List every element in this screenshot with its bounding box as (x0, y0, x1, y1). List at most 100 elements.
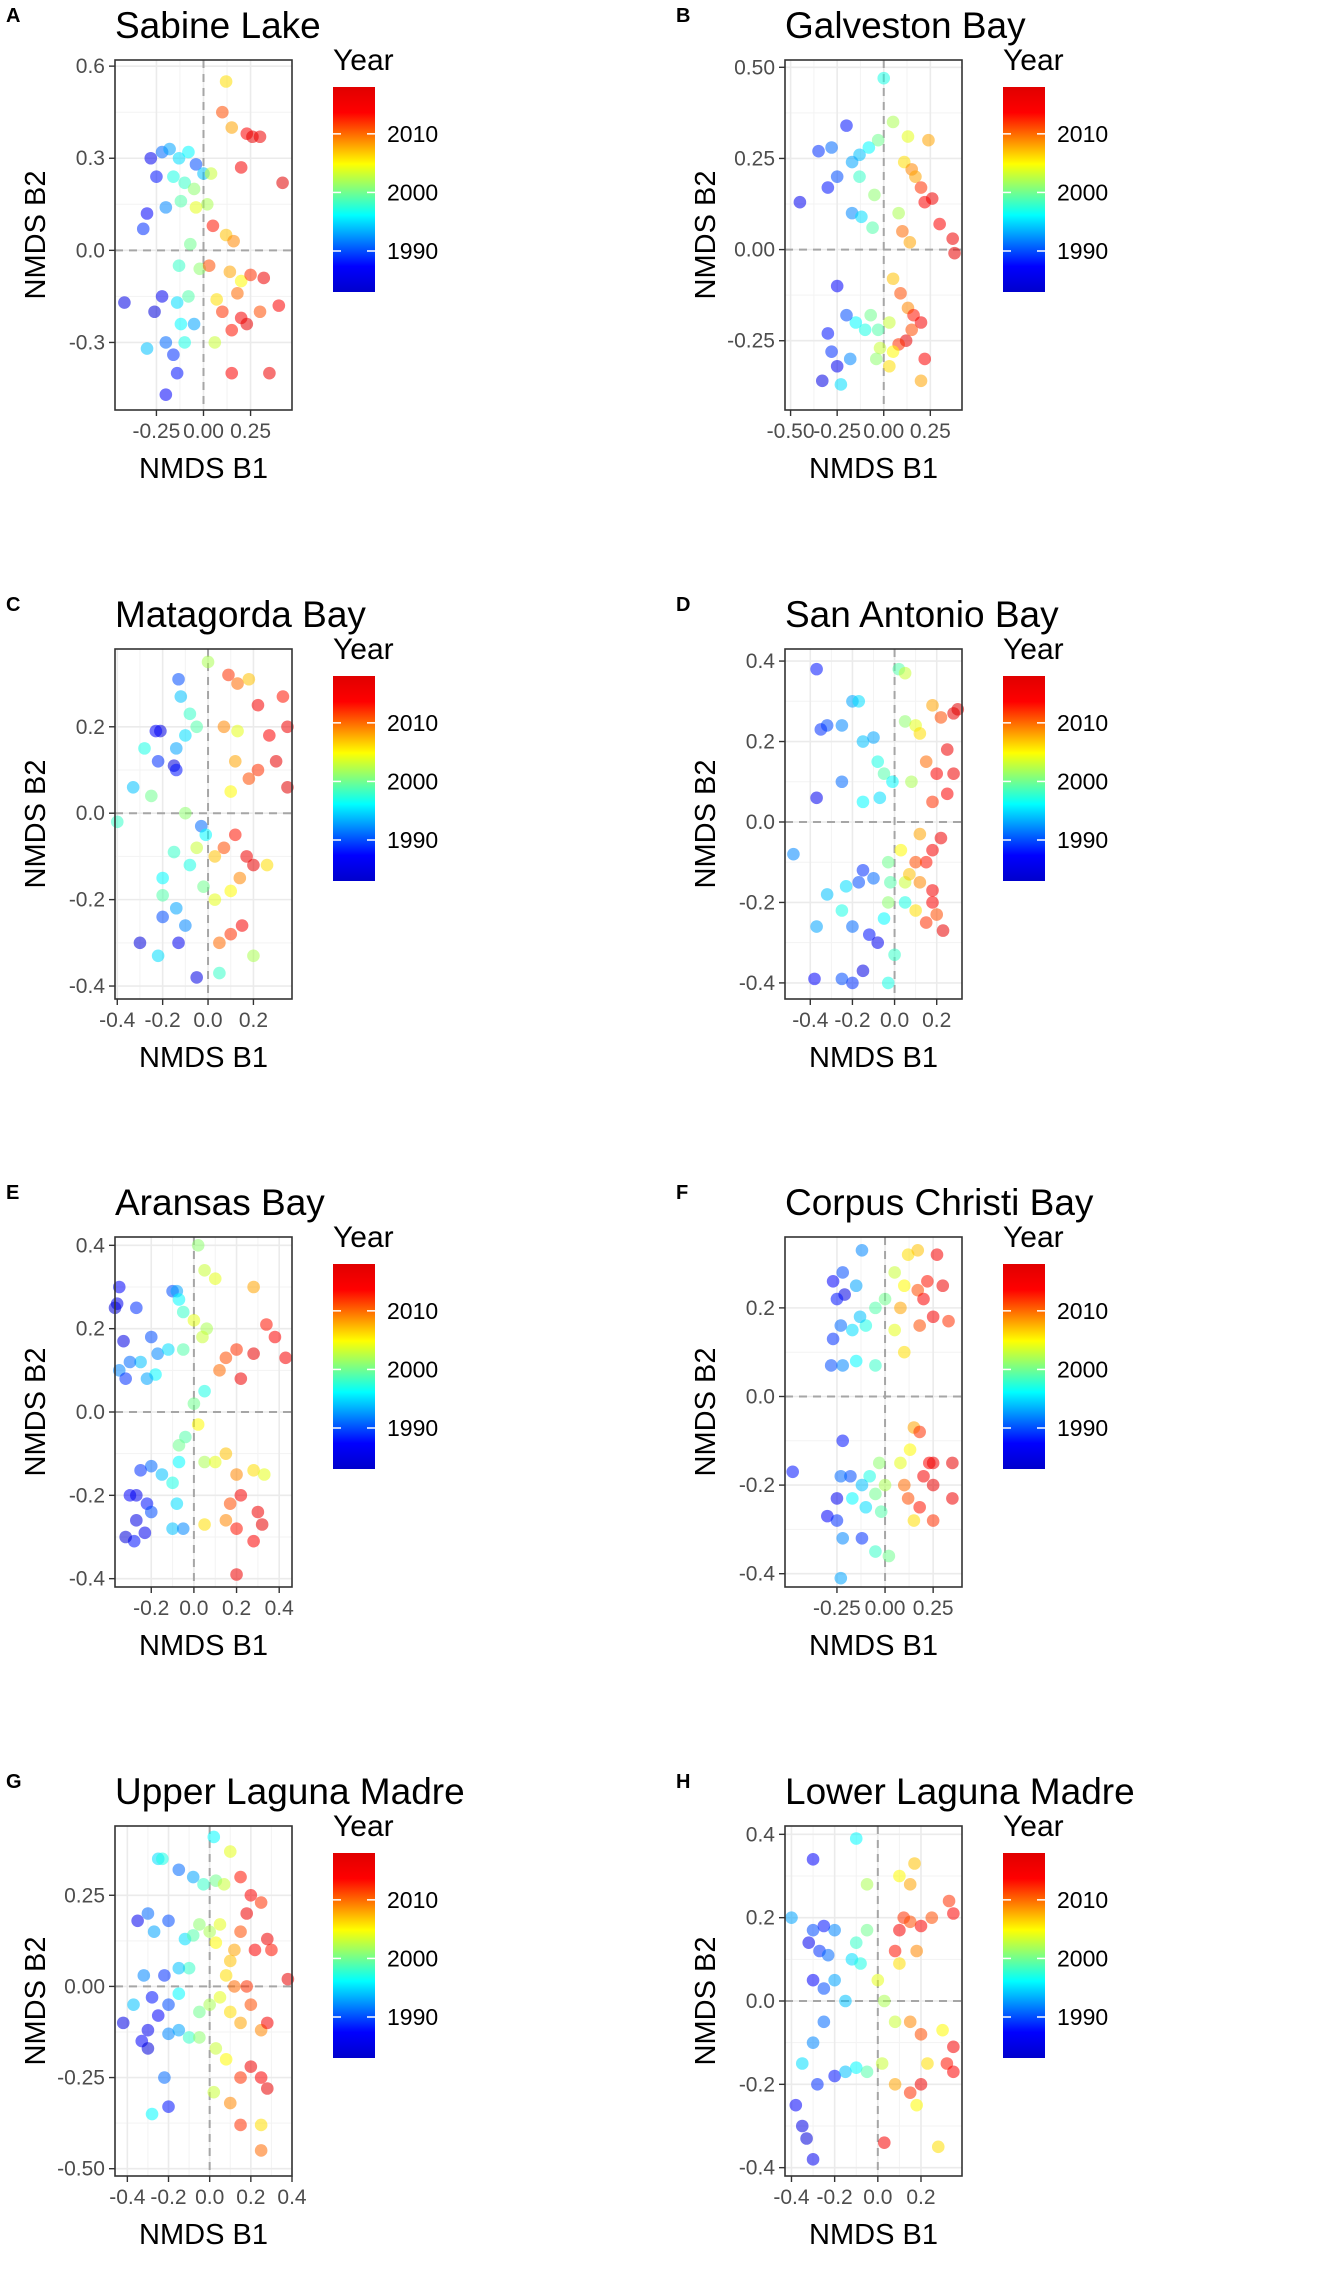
data-point (874, 1505, 888, 1518)
data-point (134, 1355, 147, 1369)
data-point (170, 296, 184, 309)
data-point (835, 904, 849, 917)
data-point (176, 1343, 190, 1356)
data-point (936, 1279, 950, 1293)
x-tick-label: -0.4 (792, 1009, 829, 1032)
data-point (254, 1896, 268, 1909)
data-point (947, 767, 960, 781)
data-point (787, 847, 800, 861)
y-tick-label: 0.4 (746, 1823, 776, 1846)
data-point (853, 1310, 867, 1324)
data-point (156, 1852, 169, 1866)
data-point (871, 323, 885, 337)
data-point (918, 352, 932, 366)
data-point (903, 235, 917, 249)
data-point (162, 2027, 175, 2041)
data-point (812, 144, 825, 158)
x-tick-label: -0.50 (767, 420, 815, 443)
data-point (197, 1878, 210, 1891)
data-point (140, 207, 154, 220)
y-tick-label: 0.2 (76, 716, 105, 739)
data-point (119, 1530, 132, 1544)
data-point (208, 1455, 222, 1469)
data-point (234, 2016, 247, 2030)
legend-tick-label: 2010 (1057, 1298, 1108, 1324)
legend-title: Year (1003, 1221, 1064, 1254)
data-point (209, 2042, 223, 2055)
panel-title: Galveston Bay (785, 5, 1026, 46)
data-point (149, 724, 163, 738)
data-point (846, 1492, 859, 1505)
data-point (883, 359, 896, 373)
data-point (926, 795, 939, 809)
data-point (182, 145, 195, 159)
data-point (830, 170, 844, 183)
data-point (235, 919, 249, 932)
data-point (911, 1243, 925, 1257)
x-tick-label: 0.4 (265, 1597, 295, 1620)
data-point (834, 378, 848, 391)
data-point (242, 772, 256, 785)
plot-border (114, 1825, 293, 2177)
legend-tick-label: 2000 (387, 1356, 438, 1382)
data-point (130, 1301, 143, 1315)
data-point (873, 341, 887, 355)
data-point (193, 2005, 206, 2019)
y-tick-label: 0.00 (64, 1975, 105, 1998)
data-point (946, 1456, 959, 1470)
x-tick-label: -0.2 (150, 2186, 186, 2209)
data-point (234, 1489, 248, 1502)
data-point (183, 707, 197, 721)
data-point (155, 1468, 169, 1481)
data-point (217, 841, 231, 855)
data-point (225, 121, 239, 134)
data-point (897, 1345, 911, 1359)
data-point (187, 182, 201, 196)
panel-title: Matagorda Bay (115, 594, 366, 635)
data-point (824, 1359, 838, 1372)
data-point (858, 323, 872, 337)
panel-e: E Aransas Bay -0.2 0.0 0.2 0.4 -0.4 -0.2 0.0 0.2 0… (6, 1182, 438, 1662)
y-tick-label: 0.3 (76, 147, 105, 170)
data-point (244, 2060, 258, 2073)
data-point (281, 720, 294, 734)
data-point (198, 1518, 211, 1531)
data-point (921, 1275, 934, 1288)
panel-letter: B (676, 5, 690, 27)
panel-letter: D (676, 594, 690, 616)
data-point (217, 1878, 231, 1891)
data-point (919, 755, 933, 768)
data-point (186, 1929, 200, 1942)
data-point (123, 1355, 137, 1369)
data-point (207, 1830, 221, 1844)
data-point (886, 345, 900, 358)
data-point (176, 1522, 190, 1535)
panel-title: San Antonio Bay (785, 594, 1059, 635)
y-axis-label: NMDS B2 (20, 1937, 52, 2066)
data-point (213, 1364, 226, 1377)
data-point (138, 742, 151, 755)
data-point (144, 1330, 158, 1344)
data-point (219, 75, 233, 88)
panel-d: D San Antonio Bay-0.4 -0.2 0.0 0.2-0.4-0.20.… (676, 594, 1108, 1074)
legend-colorbar (333, 676, 375, 881)
data-point (849, 1832, 863, 1845)
y-tick-label: 0.0 (746, 1990, 775, 2013)
data-point (219, 1447, 233, 1460)
data-point (191, 1418, 205, 1431)
data-point (208, 336, 222, 349)
data-point (172, 1961, 186, 1975)
data-point (172, 151, 186, 165)
data-point (233, 871, 247, 885)
data-point (261, 2082, 274, 2095)
panel-letter: F (676, 1182, 688, 1204)
data-point (914, 181, 928, 194)
y-axis-label: NMDS B2 (20, 760, 52, 889)
data-point (260, 1318, 273, 1331)
data-point (898, 715, 912, 728)
data-point (872, 1456, 886, 1470)
data-point (213, 1991, 227, 2004)
data-point (210, 293, 223, 306)
data-point (219, 2053, 233, 2066)
data-point (893, 1957, 906, 1970)
